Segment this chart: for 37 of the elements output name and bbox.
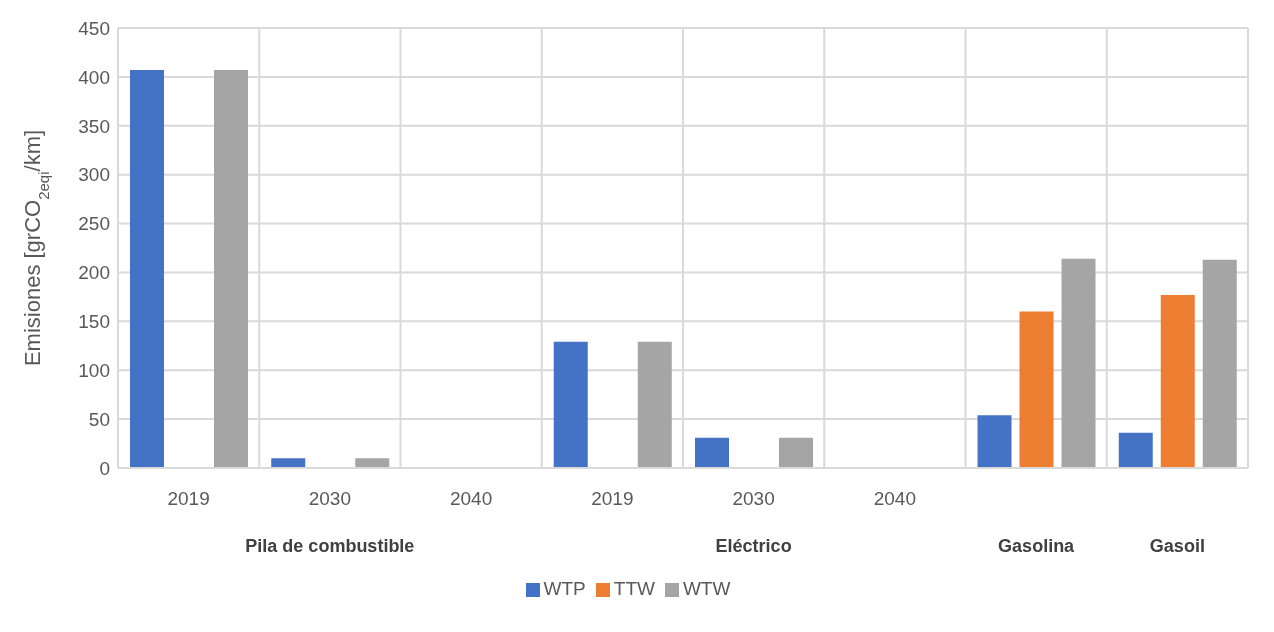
text: Gasoil <box>1149 536 1205 556</box>
y-tick-label: 200 <box>78 262 110 284</box>
bar <box>1160 294 1195 468</box>
bar <box>695 437 729 468</box>
bar <box>214 70 248 468</box>
x-tick-label: 2040 <box>449 488 493 510</box>
bar <box>1019 311 1054 468</box>
bar <box>637 341 672 468</box>
x-tick-label: 2019 <box>167 488 210 510</box>
y-tick-label: 100 <box>78 359 110 381</box>
legend-label: WTW <box>682 578 731 599</box>
text: Pila de combustible <box>244 536 416 557</box>
x-tick-label: 2040 <box>873 488 917 510</box>
bar <box>355 458 390 468</box>
y-tick-label: 350 <box>78 115 110 137</box>
y-tick-label: 400 <box>78 66 110 88</box>
bar <box>1202 259 1237 468</box>
legend-label: TTW <box>613 578 655 599</box>
bar <box>271 458 306 468</box>
bar <box>130 70 164 468</box>
y-tick-label: 0 <box>99 457 110 479</box>
text: Gasolina <box>998 536 1075 556</box>
legend-label: WTP <box>543 578 586 599</box>
y-tick-label: 450 <box>78 17 110 39</box>
y-tick-label: 150 <box>78 311 110 333</box>
y-tick-label: 300 <box>78 164 110 186</box>
x-tick-label: 2030 <box>308 488 352 510</box>
y-tick-label: 50 <box>88 408 110 430</box>
bar <box>1061 258 1096 468</box>
bar <box>977 415 1012 468</box>
bar <box>779 437 813 468</box>
bar <box>553 341 588 468</box>
x-tick-label: 2019 <box>591 488 634 510</box>
text: Eléctrico <box>714 536 793 557</box>
x-tick-label: 2030 <box>732 488 775 510</box>
y-tick-label: 250 <box>78 213 110 235</box>
bar <box>1118 432 1153 468</box>
